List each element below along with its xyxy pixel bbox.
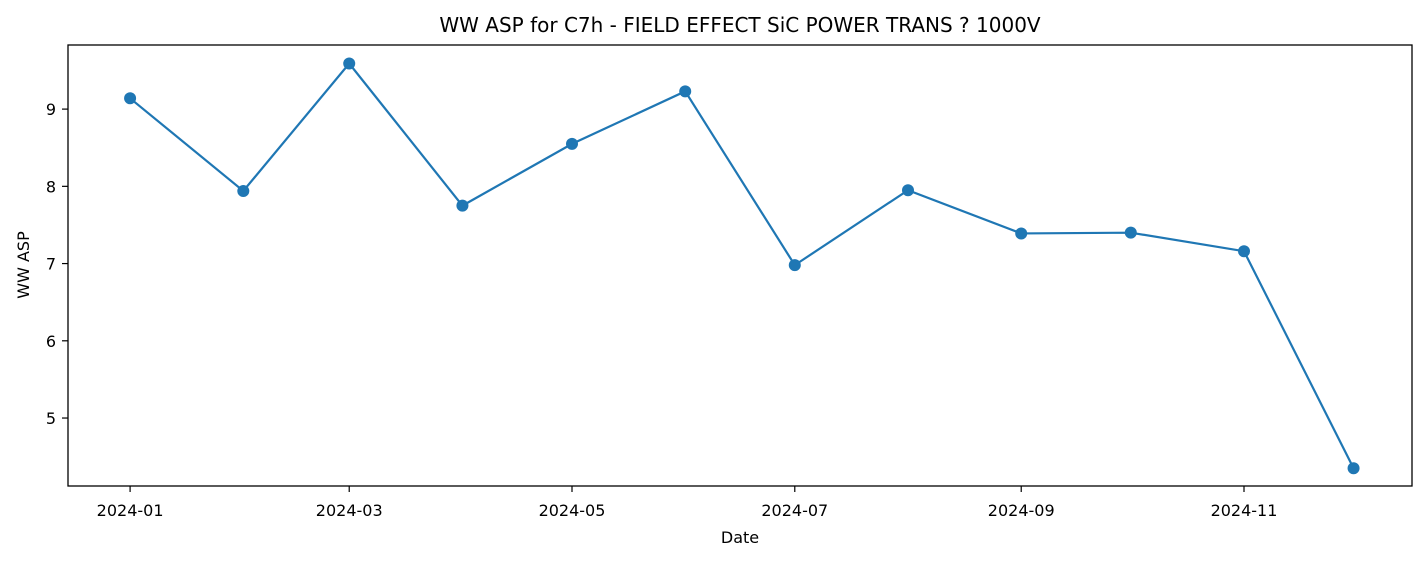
y-tick-label: 5 [46,409,56,428]
data-point [902,184,914,197]
data-point [237,184,250,197]
plot-area [124,57,1360,475]
x-tick-label: 2024-09 [988,501,1055,520]
data-point [1238,245,1250,258]
data-point [124,92,137,105]
x-axis-label: Date [721,528,759,547]
y-axis: 5 6 7 8 9 [46,100,68,428]
y-axis-label: WW ASP [14,231,33,299]
data-point [679,85,692,98]
x-tick-label: 2024-07 [761,501,828,520]
data-point [456,199,469,212]
data-point [1347,462,1360,475]
chart-title: WW ASP for C7h - FIELD EFFECT SiC POWER … [439,13,1041,37]
data-point [788,259,801,272]
y-tick-label: 6 [46,332,56,351]
x-tick-label: 2024-03 [316,501,383,520]
plot-frame [67,44,1413,487]
x-tick-label: 2024-11 [1211,501,1278,520]
y-tick-label: 7 [46,255,56,274]
x-tick-label: 2024-05 [539,501,606,520]
data-point [1015,227,1028,240]
x-axis: 2024-01 2024-03 2024-05 2024-07 2024-09 2024-… [97,486,1278,520]
data-point [343,57,356,70]
y-tick-label: 8 [46,177,56,196]
series-line [129,61,1355,469]
y-tick-label: 9 [46,100,56,119]
data-point [566,137,578,150]
data-point [1124,226,1137,239]
x-tick-label: 2024-01 [97,501,164,520]
